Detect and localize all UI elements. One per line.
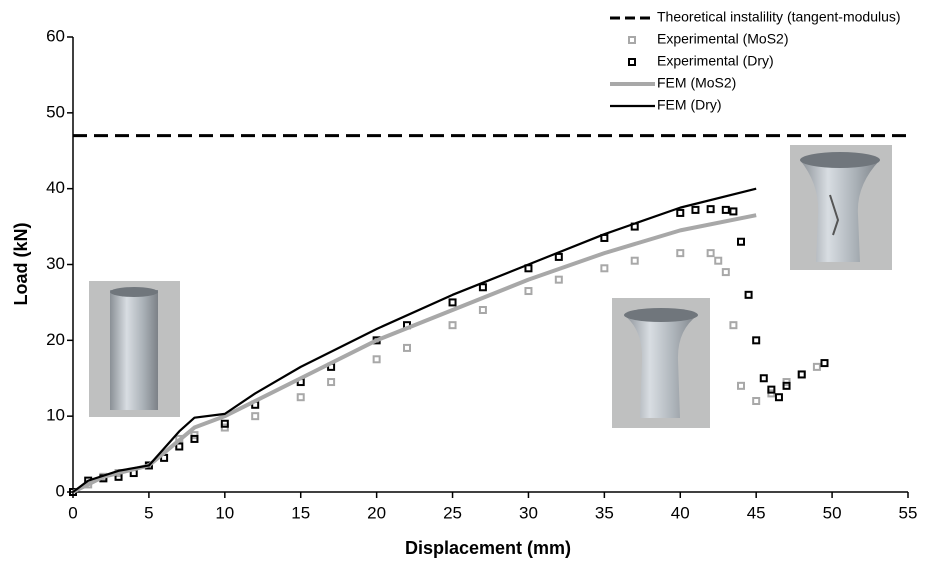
data-point (372, 355, 381, 364)
data-point (448, 321, 457, 330)
data-point (706, 249, 715, 258)
y-axis-label: Load (kN) (11, 222, 31, 305)
data-point (554, 275, 563, 284)
x-tick-label: 10 (215, 503, 234, 522)
legend-marker (628, 58, 636, 66)
photo-mos2 (612, 298, 710, 428)
data-point (220, 419, 229, 428)
data-point (251, 412, 260, 421)
photo-undeformed (89, 281, 180, 417)
x-tick-label: 25 (443, 503, 462, 522)
data-point (721, 268, 730, 277)
x-tick-label: 55 (899, 503, 918, 522)
data-point (554, 252, 563, 261)
legend-marker (628, 36, 636, 44)
x-tick-label: 15 (291, 503, 310, 522)
data-point (721, 205, 730, 214)
data-point (767, 385, 776, 394)
data-point (752, 397, 761, 405)
data-point (812, 362, 821, 371)
data-point (706, 205, 715, 214)
data-point (737, 381, 745, 390)
y-tick-label: 30 (46, 254, 65, 273)
data-point (524, 287, 533, 296)
legend-label: FEM (MoS2) (657, 75, 736, 91)
x-tick-label: 30 (519, 503, 538, 522)
data-point (774, 393, 783, 402)
y-tick-label: 60 (46, 26, 65, 45)
data-point (729, 321, 738, 330)
data-point (448, 298, 457, 307)
data-point (737, 237, 745, 246)
data-point (676, 249, 685, 258)
x-tick-label: 45 (747, 503, 766, 522)
data-point (600, 264, 609, 273)
x-tick-label: 20 (367, 503, 386, 522)
data-point (759, 374, 768, 383)
data-point (403, 343, 411, 352)
x-tick-label: 40 (671, 503, 690, 522)
x-tick-label: 5 (144, 503, 153, 522)
legend-label: FEM (Dry) (657, 97, 722, 113)
x-tick-label: 0 (68, 503, 77, 522)
data-point (744, 290, 753, 299)
data-point (820, 359, 829, 368)
data-point (691, 205, 700, 214)
data-point (175, 442, 184, 451)
data-point (797, 370, 806, 379)
legend-label: Experimental (Dry) (657, 53, 774, 69)
data-point (714, 256, 723, 265)
data-point (729, 207, 738, 216)
data-point (296, 393, 305, 402)
data-point (782, 381, 791, 390)
x-axis-label: Displacement (mm) (405, 538, 571, 558)
data-point (676, 208, 685, 217)
legend-label: Experimental (MoS2) (657, 31, 789, 47)
x-tick-label: 50 (823, 503, 842, 522)
y-tick-label: 10 (46, 406, 65, 425)
series-line (72, 187, 757, 493)
y-tick-label: 0 (56, 481, 65, 500)
data-point (327, 378, 336, 387)
y-tick-label: 40 (46, 178, 65, 197)
data-point (752, 336, 761, 345)
data-point (478, 283, 487, 292)
data-point (478, 306, 487, 314)
data-point (190, 434, 199, 443)
y-tick-label: 20 (46, 330, 65, 349)
data-point (630, 256, 639, 265)
x-tick-label: 35 (595, 503, 614, 522)
y-tick-label: 50 (46, 102, 65, 121)
legend-label: Theoretical instalility (tangent-modulus… (657, 9, 901, 25)
photo-dry (790, 145, 892, 270)
